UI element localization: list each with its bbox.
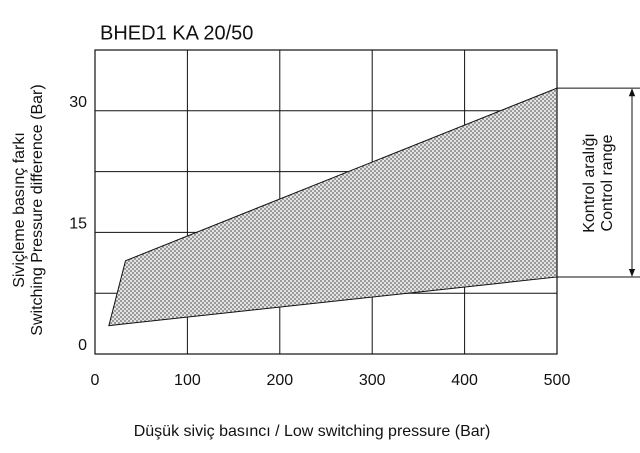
annotation: Kontrol aralığı	[581, 133, 598, 233]
x-tick-label: 100	[174, 372, 201, 389]
control-region	[108, 87, 558, 327]
y-tick-label: 30	[69, 94, 87, 111]
plot-border	[94, 49, 558, 355]
y-tick-label: 0	[78, 337, 87, 354]
y-tick-label: 15	[69, 216, 87, 233]
y-axis-label: Switching Pressure difference (Bar)	[29, 84, 46, 335]
x-tick-label: 0	[91, 372, 100, 389]
chart-title: BHED1 KA 20/50	[100, 22, 253, 44]
x-tick-label: 300	[359, 372, 386, 389]
x-axis-label: Düşük siviç basıncı / Low switching pres…	[134, 423, 491, 440]
x-tick-label: 200	[266, 372, 293, 389]
x-tick-label: 400	[451, 372, 478, 389]
y-axis-label: Siviçleme basınç farkı	[11, 132, 28, 288]
x-tick-label: 500	[544, 372, 571, 389]
annotation: Control range	[599, 134, 616, 231]
